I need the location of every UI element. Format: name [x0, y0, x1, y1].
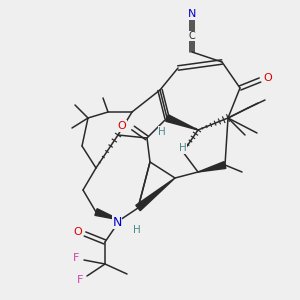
Polygon shape — [136, 178, 175, 211]
Text: N: N — [112, 215, 122, 229]
Text: H: H — [158, 127, 166, 137]
Polygon shape — [198, 162, 226, 172]
Polygon shape — [166, 115, 198, 130]
Text: C: C — [189, 31, 195, 41]
Text: F: F — [77, 275, 83, 285]
Text: H: H — [179, 143, 187, 153]
Text: F: F — [73, 253, 79, 263]
Text: O: O — [118, 121, 126, 131]
Text: N: N — [188, 9, 196, 19]
Text: O: O — [264, 73, 272, 83]
Polygon shape — [95, 209, 120, 220]
Text: H: H — [133, 225, 141, 235]
Text: O: O — [74, 227, 82, 237]
